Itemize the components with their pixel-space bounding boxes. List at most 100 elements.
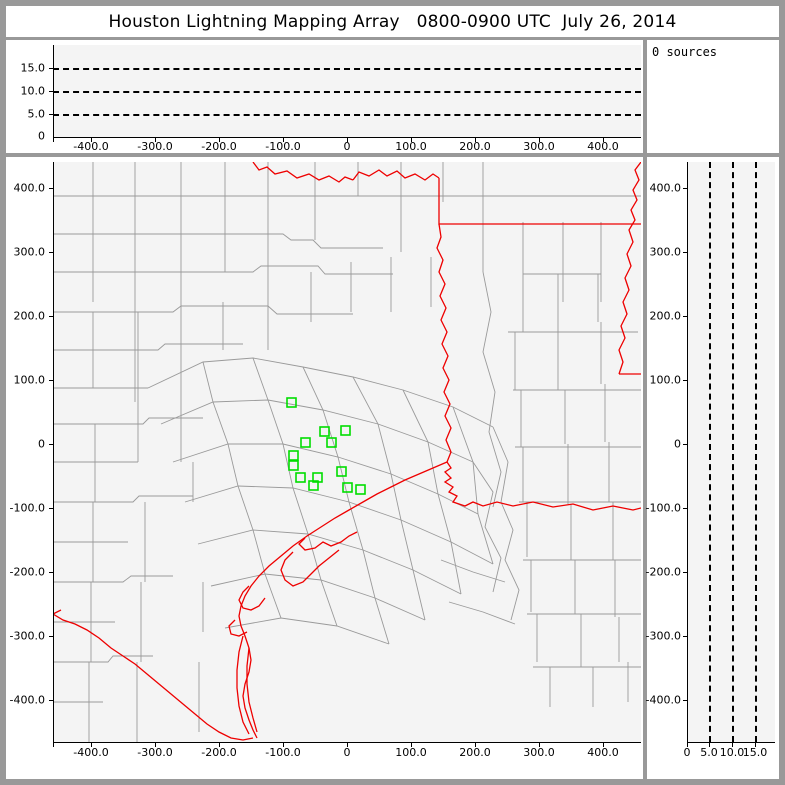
map-x-tick-min bbox=[53, 742, 54, 747]
ns-y-tick--300 bbox=[683, 636, 688, 637]
station-marker bbox=[295, 472, 306, 483]
map-x-tick-label--200: -200.0 bbox=[201, 746, 237, 759]
map-geography bbox=[53, 162, 641, 742]
station-marker bbox=[286, 397, 297, 408]
ns-y-tick--100 bbox=[683, 508, 688, 509]
map-x-tick-300 bbox=[539, 742, 540, 747]
map-x-tick-label-100: 100.0 bbox=[395, 746, 427, 759]
x-tick-min bbox=[53, 137, 54, 142]
map-y-tick-label--200: -200.0 bbox=[9, 565, 45, 579]
map-y-tick-label-300: 300.0 bbox=[13, 245, 46, 259]
map-x-tick--200 bbox=[219, 742, 220, 747]
map-y-tick-100 bbox=[49, 380, 54, 381]
ns-y-tick-label-300: 300.0 bbox=[649, 245, 682, 259]
ns-y-tick-0 bbox=[683, 444, 688, 445]
map-x-tick-label-400: 400.0 bbox=[587, 746, 619, 759]
ns-y-tick-label--300: -300.0 bbox=[645, 629, 681, 643]
ns-y-tick-100 bbox=[683, 380, 688, 381]
map-y-tick-label--300: -300.0 bbox=[9, 629, 45, 643]
map-x-tick-100 bbox=[411, 742, 412, 747]
map-x-tick-label-200: 200.0 bbox=[459, 746, 491, 759]
ns-y-tick-label-200: 200.0 bbox=[649, 309, 682, 323]
x-tick--300 bbox=[155, 137, 156, 142]
map-x-tick-400 bbox=[603, 742, 604, 747]
x-tick--400 bbox=[91, 137, 92, 142]
map-y-tick-label--100: -100.0 bbox=[9, 501, 45, 515]
map-y-tick-200 bbox=[49, 316, 54, 317]
ns-y-tick--400 bbox=[683, 700, 688, 701]
x-tick-400 bbox=[603, 137, 604, 142]
map-y-tick-0 bbox=[49, 444, 54, 445]
gridline-y-10 bbox=[53, 91, 641, 93]
page-title: Houston Lightning Mapping Array 0800-090… bbox=[108, 11, 677, 32]
station-marker bbox=[336, 466, 347, 477]
state-and-coast-borders bbox=[53, 162, 641, 741]
ns-y-tick-200 bbox=[683, 316, 688, 317]
ns-y-tick-300 bbox=[683, 252, 688, 253]
y-tick-5 bbox=[49, 114, 54, 115]
map-y-tick-label-400: 400.0 bbox=[13, 181, 46, 195]
x-tick-label-400: 400.0 bbox=[587, 140, 619, 153]
x-tick-label--100: -100.0 bbox=[265, 140, 301, 153]
gridline-x-10 bbox=[732, 162, 734, 742]
map-x-tick-label-300: 300.0 bbox=[523, 746, 555, 759]
map-plot-area bbox=[53, 162, 641, 742]
ns-y-tick-label--200: -200.0 bbox=[645, 565, 681, 579]
gridline-x-15 bbox=[755, 162, 757, 742]
y-tick-label-10: 10.0 bbox=[20, 84, 46, 98]
x-tick-300 bbox=[539, 137, 540, 142]
station-marker bbox=[342, 482, 353, 493]
station-marker bbox=[288, 450, 299, 461]
title-bar: Houston Lightning Mapping Array 0800-090… bbox=[6, 6, 779, 37]
ns-x-tick-label-0: 0 bbox=[683, 746, 691, 759]
lma-station-markers bbox=[286, 397, 366, 495]
x-tick-label-100: 100.0 bbox=[395, 140, 427, 153]
x-tick-label-0: 0 bbox=[343, 140, 351, 153]
altitude-vs-north-south-panel: 400.0 300.0 200.0 100.0 0 -100.0 -200.0 … bbox=[646, 157, 779, 779]
altitude-vs-east-west-panel: 15.0 10.0 5.0 0 -400.0 -300.0 -200.0 -10… bbox=[6, 40, 643, 153]
x-tick--100 bbox=[283, 137, 284, 142]
ns-x-tick-label-10: 10.0 bbox=[719, 746, 745, 759]
x-tick-label--300: -300.0 bbox=[137, 140, 173, 153]
x-tick--200 bbox=[219, 137, 220, 142]
map-y-tick--300 bbox=[49, 636, 54, 637]
map-y-tick-label--400: -400.0 bbox=[9, 693, 45, 707]
map-x-tick-label-0: 0 bbox=[343, 746, 351, 759]
source-count-panel: 0 sources bbox=[647, 40, 779, 153]
altitude-ns-plot-area bbox=[687, 162, 775, 742]
station-marker bbox=[355, 484, 366, 495]
x-tick-0 bbox=[347, 137, 348, 142]
map-x-tick--400 bbox=[91, 742, 92, 747]
map-x-tick--300 bbox=[155, 742, 156, 747]
x-tick-label-300: 300.0 bbox=[523, 140, 555, 153]
map-y-tick-label-100: 100.0 bbox=[13, 373, 46, 387]
map-y-tick-300 bbox=[49, 252, 54, 253]
y-tick-label-0: 0 bbox=[38, 129, 45, 143]
station-marker bbox=[308, 480, 319, 491]
y-tick-label-15: 15.0 bbox=[20, 61, 46, 75]
ns-y-tick-label--400: -400.0 bbox=[645, 693, 681, 707]
ns-x-tick-label-15: 15.0 bbox=[742, 746, 768, 759]
county-borders bbox=[53, 162, 641, 742]
ns-x-tick-5 bbox=[709, 742, 710, 747]
station-marker bbox=[340, 425, 351, 436]
x-tick-label--200: -200.0 bbox=[201, 140, 237, 153]
map-y-tick-400 bbox=[49, 188, 54, 189]
ns-y-tick-400 bbox=[683, 188, 688, 189]
station-marker bbox=[319, 426, 330, 437]
map-x-tick--100 bbox=[283, 742, 284, 747]
map-x-tick-0 bbox=[347, 742, 348, 747]
ns-y-axis-line bbox=[687, 162, 688, 743]
ns-y-tick-label-400: 400.0 bbox=[649, 181, 682, 195]
y-tick-label-5: 5.0 bbox=[27, 107, 46, 121]
station-marker bbox=[326, 437, 337, 448]
x-tick-200 bbox=[475, 137, 476, 142]
ns-x-tick-10 bbox=[732, 742, 733, 747]
station-marker bbox=[300, 437, 311, 448]
station-marker bbox=[288, 460, 299, 471]
map-x-tick-label--300: -300.0 bbox=[137, 746, 173, 759]
map-x-tick-label--400: -400.0 bbox=[73, 746, 109, 759]
ns-x-tick-0 bbox=[687, 742, 688, 747]
ns-x-tick-15 bbox=[755, 742, 756, 747]
